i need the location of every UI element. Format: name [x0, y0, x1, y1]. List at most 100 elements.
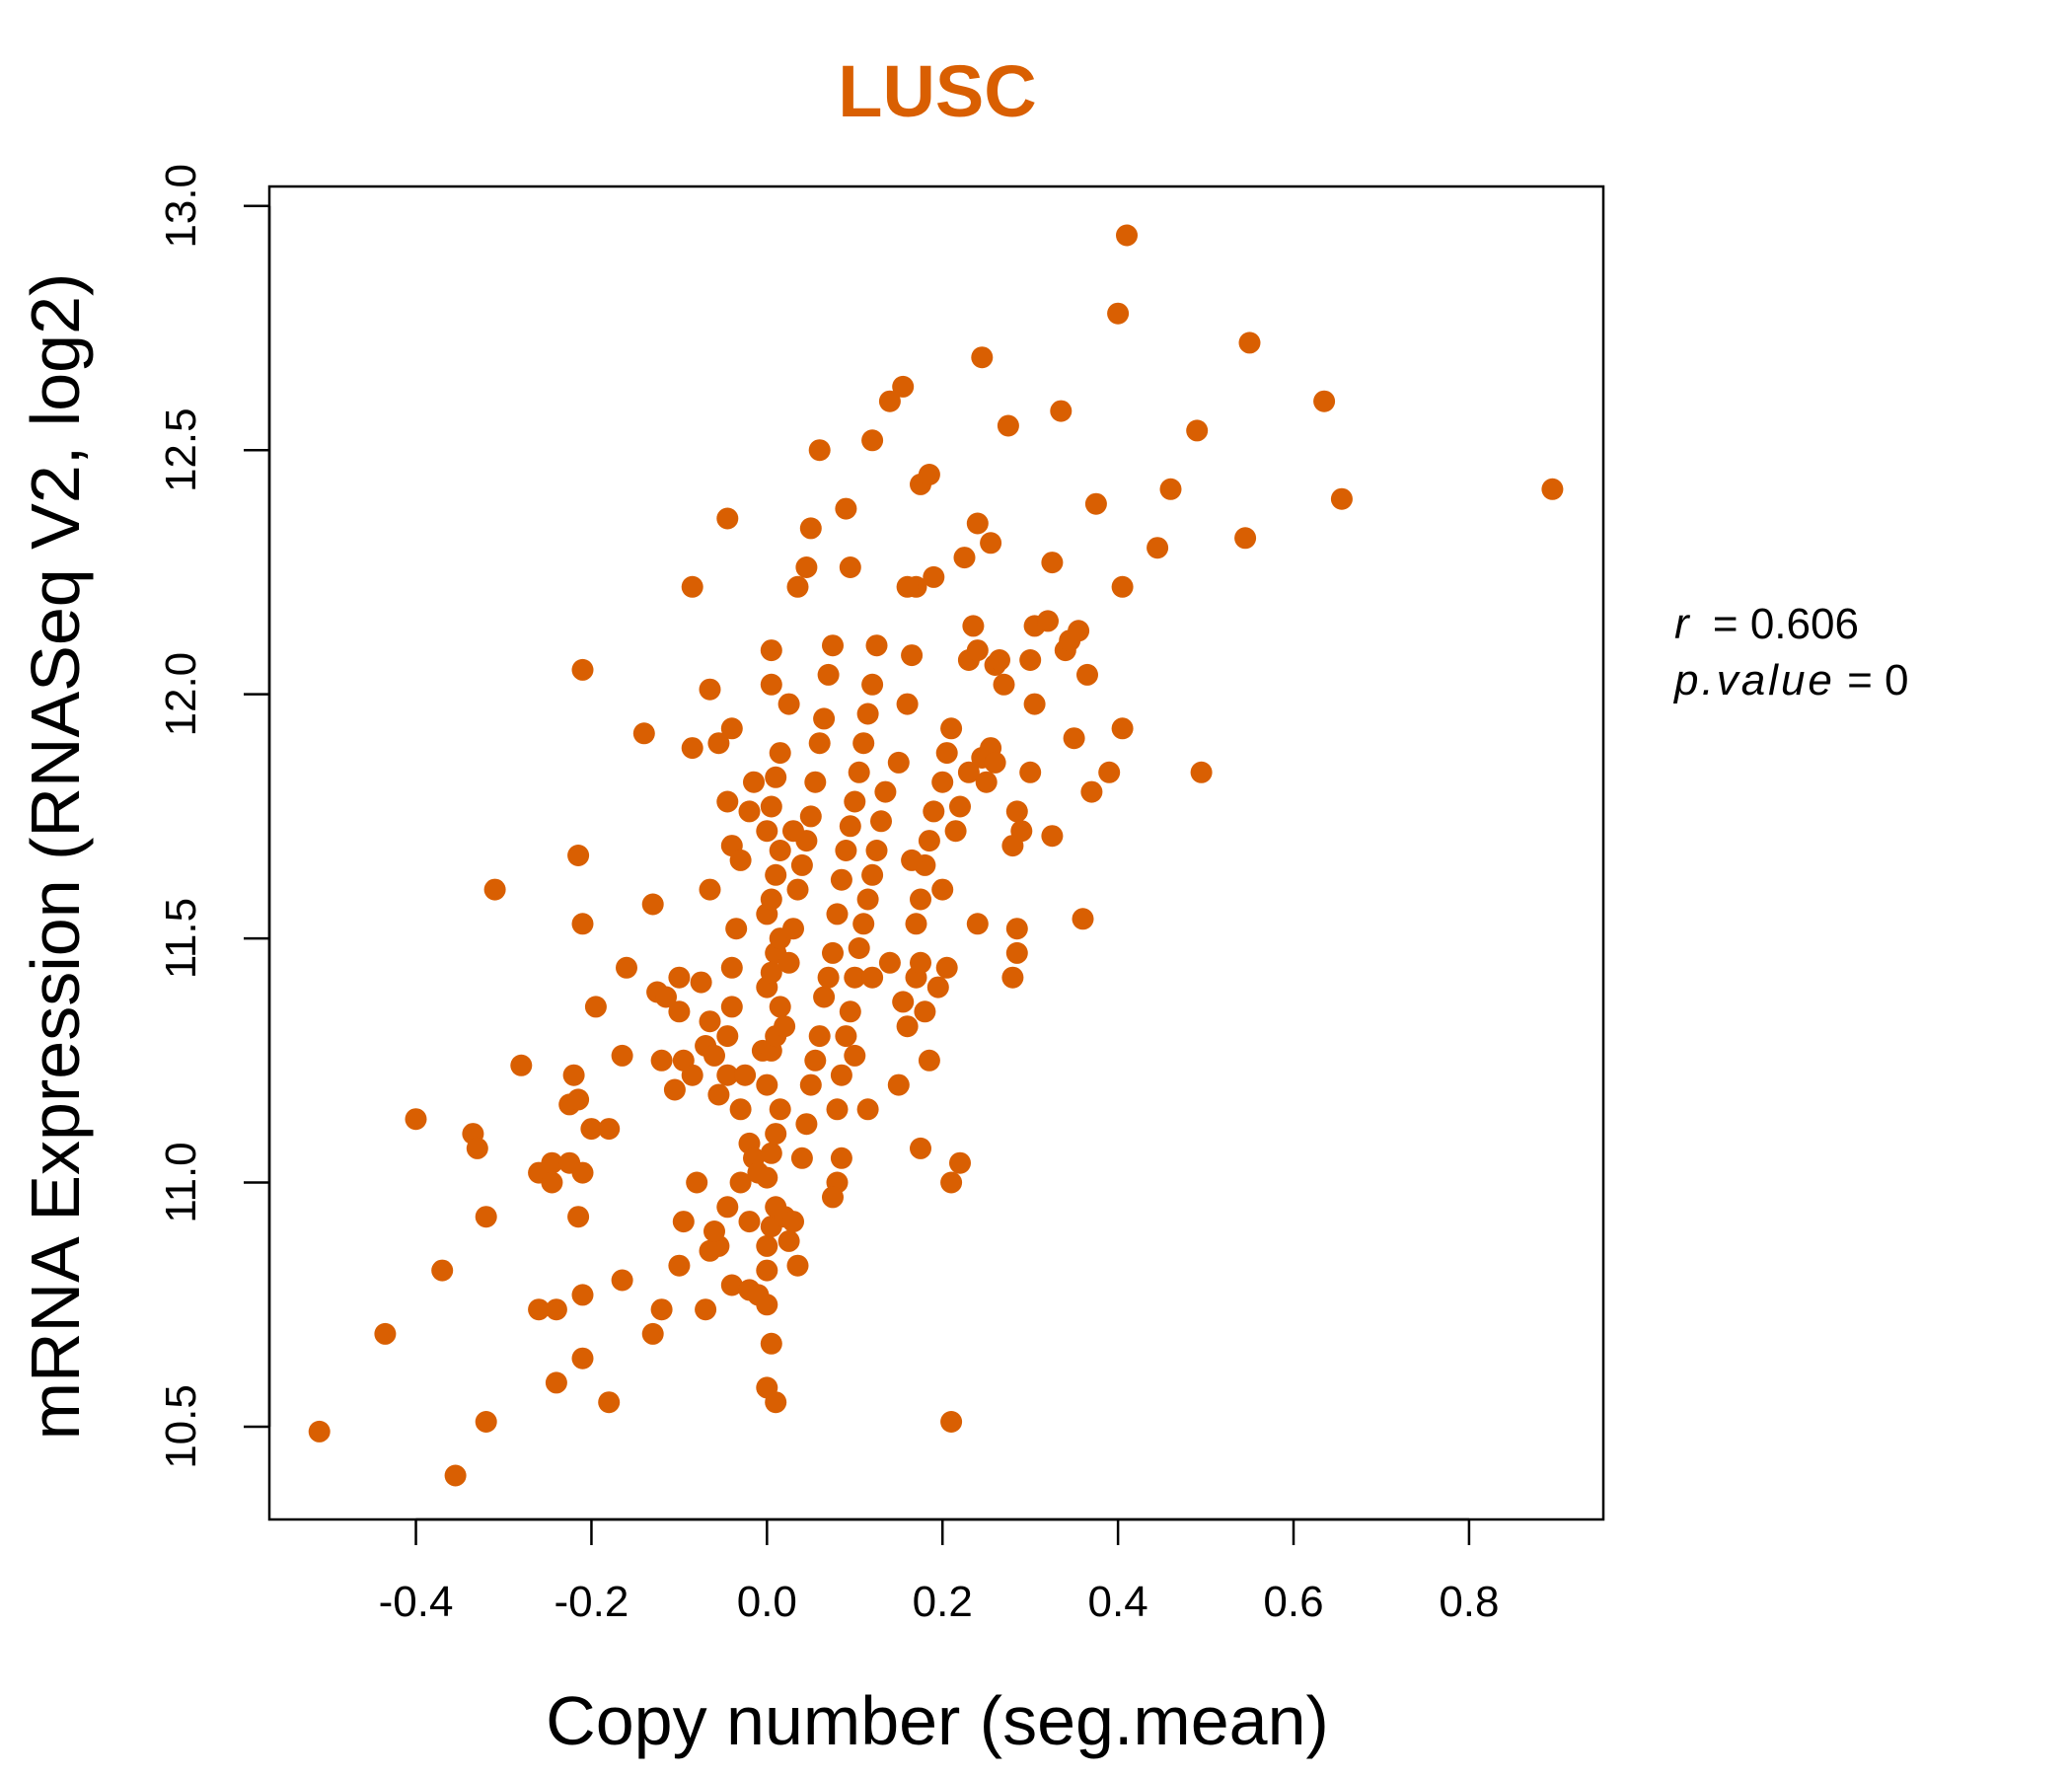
data-point — [935, 956, 958, 979]
data-point — [760, 1332, 782, 1355]
data-point — [782, 820, 804, 843]
data-point — [1001, 966, 1024, 989]
data-point — [878, 951, 901, 974]
data-point — [760, 639, 782, 662]
data-point — [760, 673, 782, 696]
data-point — [1186, 419, 1209, 442]
x-tick-label: 0.2 — [913, 1578, 973, 1626]
data-point — [765, 1391, 787, 1414]
data-point — [835, 840, 857, 861]
data-point — [444, 1464, 467, 1487]
data-point — [887, 751, 910, 774]
data-point — [699, 1010, 721, 1033]
data-point — [598, 1391, 621, 1414]
data-point — [738, 1211, 761, 1233]
data-point — [308, 1420, 331, 1443]
data-point — [949, 1151, 971, 1174]
data-point — [808, 439, 831, 462]
data-point — [720, 996, 743, 1018]
data-point — [760, 961, 782, 984]
data-point — [743, 771, 765, 793]
data-point — [926, 976, 949, 999]
data-point — [541, 1151, 563, 1174]
x-tick-label: -0.2 — [555, 1578, 629, 1626]
x-axis-label: Copy number (seg.mean) — [546, 1682, 1329, 1759]
data-point — [483, 878, 506, 901]
data-point — [940, 717, 963, 740]
data-point — [940, 1411, 963, 1433]
data-point — [799, 1073, 822, 1096]
data-point — [848, 761, 870, 783]
data-point — [931, 878, 954, 901]
data-point — [782, 918, 804, 940]
data-point — [861, 863, 884, 886]
p-statistic: p.value = 0 — [1672, 656, 1909, 704]
data-point — [966, 913, 989, 935]
data-point — [795, 556, 818, 578]
data-point — [760, 1142, 782, 1164]
data-point — [856, 1098, 879, 1121]
data-point — [580, 1118, 603, 1141]
data-point — [475, 1206, 497, 1228]
data-point — [953, 547, 976, 569]
data-point — [931, 771, 954, 793]
data-point — [887, 1073, 910, 1096]
data-point — [650, 1298, 673, 1321]
data-point — [966, 639, 989, 662]
data-point — [641, 1322, 664, 1345]
data-point — [1019, 649, 1042, 671]
data-point — [839, 556, 861, 578]
x-tick-label: 0.4 — [1088, 1578, 1148, 1626]
data-point — [923, 565, 945, 588]
data-point — [856, 888, 879, 911]
data-point — [1159, 478, 1182, 500]
data-point — [774, 1015, 796, 1038]
data-point — [567, 1206, 590, 1228]
data-point — [966, 512, 989, 535]
data-point — [901, 849, 924, 871]
data-point — [856, 703, 879, 725]
data-point — [769, 742, 791, 765]
data-points — [308, 224, 1564, 1487]
data-point — [944, 820, 967, 843]
data-point — [817, 966, 840, 989]
data-point — [756, 1234, 778, 1257]
data-point — [765, 766, 787, 788]
data-point — [1076, 663, 1098, 686]
data-point — [804, 1049, 827, 1072]
data-point — [1005, 941, 1028, 964]
data-point — [760, 795, 782, 818]
data-point — [475, 1411, 497, 1433]
data-point — [910, 951, 931, 974]
data-point — [830, 868, 852, 891]
data-point — [765, 863, 787, 886]
data-point — [374, 1322, 397, 1345]
y-tick-label: 13.0 — [157, 164, 205, 249]
data-point — [910, 888, 931, 911]
data-point — [830, 1064, 852, 1086]
data-point — [865, 840, 888, 861]
data-point — [655, 986, 677, 1008]
y-tick-label: 11.0 — [157, 1142, 205, 1222]
data-point — [720, 717, 743, 740]
data-point — [571, 1347, 594, 1369]
data-point — [528, 1298, 551, 1321]
data-point — [878, 390, 901, 412]
x-tick-label: 0.8 — [1439, 1578, 1499, 1626]
data-point — [822, 1186, 844, 1209]
data-point — [940, 1171, 963, 1194]
data-point — [571, 1284, 594, 1306]
data-point — [892, 375, 915, 398]
data-point — [918, 830, 940, 852]
data-point — [738, 800, 761, 823]
data-point — [804, 771, 827, 793]
correlation-annotation: r = 0.606 p.value = 0 — [1672, 600, 1909, 704]
data-point — [777, 1229, 800, 1252]
data-point — [1098, 761, 1121, 783]
data-point — [782, 1211, 804, 1233]
data-point — [1023, 693, 1046, 715]
data-point — [844, 1044, 866, 1067]
data-point — [830, 1147, 852, 1169]
data-point — [870, 810, 892, 833]
